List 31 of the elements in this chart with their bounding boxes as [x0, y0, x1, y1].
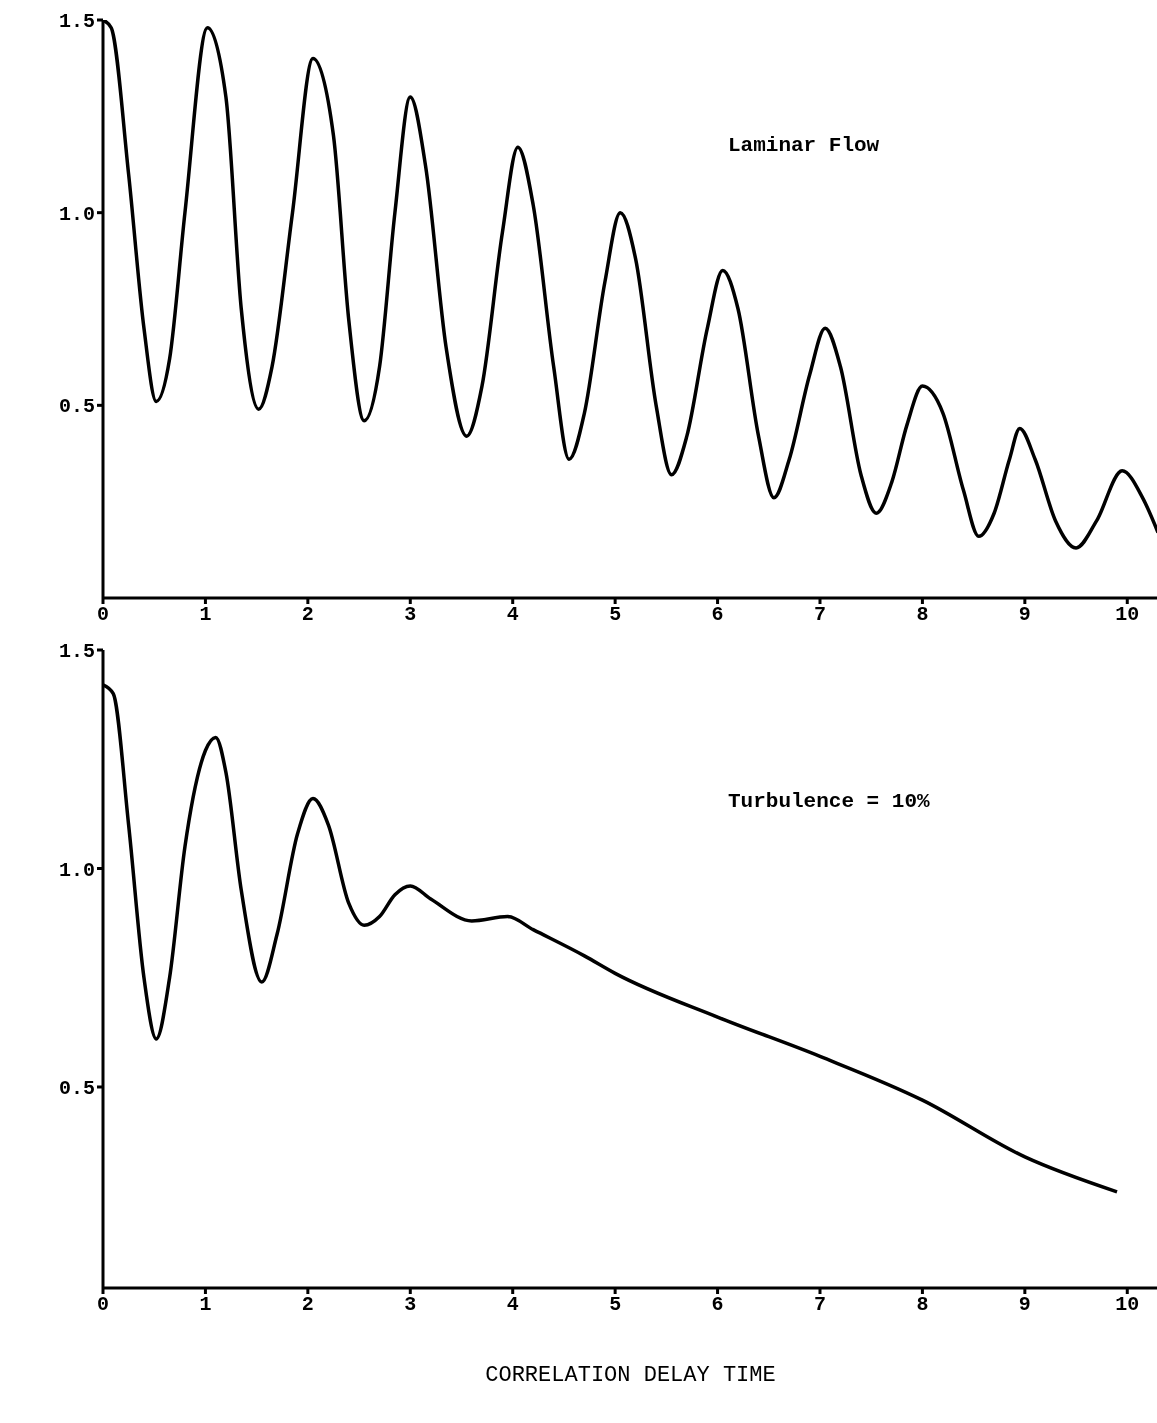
- y-tick-label: 1.0: [58, 202, 95, 226]
- x-tick-label: 9: [1018, 1293, 1031, 1317]
- x-tick-label: 3: [404, 1293, 417, 1317]
- x-tick-label: 10: [1115, 603, 1140, 627]
- x-tick-label: 3: [404, 603, 417, 627]
- x-tick-label: 5: [609, 1293, 622, 1317]
- y-tick-label: 1.5: [58, 10, 95, 34]
- x-tick-label: 7: [813, 1293, 826, 1317]
- x-axis-title: CORRELATION DELAY TIME: [484, 1363, 777, 1388]
- x-tick-label: 1: [199, 1293, 212, 1317]
- x-tick-label: 2: [301, 603, 314, 627]
- y-tick-label: 0.5: [58, 395, 95, 419]
- x-tick-label: 4: [506, 1293, 519, 1317]
- x-tick-label: 4: [506, 603, 519, 627]
- y-tick-label: 1.0: [58, 858, 95, 882]
- x-tick-label: 6: [711, 1293, 724, 1317]
- y-tick-label: 0.5: [58, 1077, 95, 1101]
- x-tick-label: 8: [916, 603, 929, 627]
- x-tick-label: 9: [1018, 603, 1031, 627]
- x-tick-label: 0: [96, 1293, 110, 1317]
- x-tick-label: 6: [711, 603, 724, 627]
- x-tick-label: 5: [609, 603, 622, 627]
- x-tick-label: 1: [199, 603, 212, 627]
- y-tick-label: 1.5: [58, 640, 95, 664]
- x-tick-label: 7: [813, 603, 826, 627]
- annotation: Turbulence = 10%: [728, 790, 930, 813]
- x-tick-label: 2: [301, 1293, 314, 1317]
- x-tick-label: 10: [1115, 1293, 1140, 1317]
- x-tick-label: 8: [916, 1293, 929, 1317]
- x-tick-label: 0: [96, 603, 110, 627]
- annotation: Laminar Flow: [728, 134, 880, 157]
